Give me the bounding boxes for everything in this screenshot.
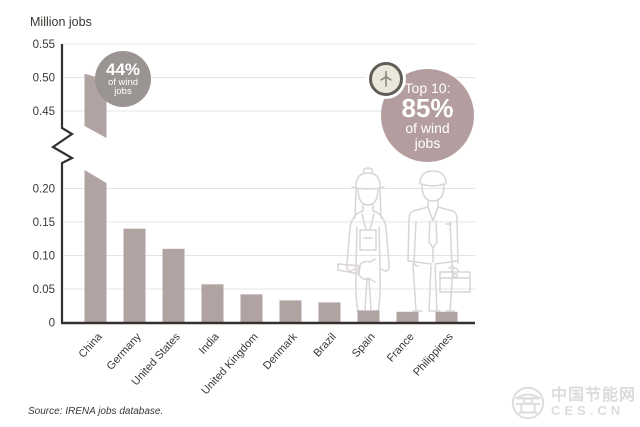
watermark-text: 中国节能网 CES.CN [551,388,636,418]
x-tick-label: Philippines [411,331,456,379]
top10-share-value: 85% [401,92,454,123]
bar-germany [123,228,146,323]
watermark: 中国节能网 CES.CN [509,384,636,422]
bars [84,73,458,323]
x-tick-label: France [385,331,417,364]
chart-axis-title: Million jobs [30,15,92,29]
bar-spain [357,310,380,323]
bar-france [396,311,419,323]
top10-share-badge: Top 10: 85% of wind jobs [381,69,474,162]
source-note: Source: IRENA jobs database. [28,406,164,417]
y-tick-label: 0.45 [33,106,55,118]
x-tick-label: Denmark [261,331,300,373]
female-worker-icon [337,167,390,312]
top10-share-caption-2: jobs [414,134,441,151]
y-tick-label: 0 [49,318,55,330]
china-share-caption-1: of wind [107,76,139,88]
bar-united-states [162,248,185,323]
bar-united-kingdom [240,294,263,323]
x-tick-label: China [77,330,106,360]
top10-share-intro: Top 10: [404,79,451,96]
x-tick-label: Germany [105,331,145,373]
businessman-icon [407,170,471,312]
y-tick-label: 0.50 [33,73,55,85]
y-tick-label: 0.20 [33,184,55,196]
wind-turbine-emblem-icon [369,62,403,96]
wind-turbine-glyph [380,70,392,87]
watermark-logo-icon [511,386,545,420]
watermark-domain: CES.CN [550,403,625,418]
y-axis [50,44,75,323]
china-share-caption-2: jobs [114,86,132,97]
y-tick-label: 0.55 [33,39,55,51]
bar-philippines [435,311,458,323]
y-tick-label: 0.05 [33,284,55,296]
y-tick-label: 0.15 [33,217,55,229]
bar-denmark [279,300,302,323]
bar-china-lower [84,170,107,323]
x-tick-label: India [197,330,222,356]
watermark-site-name: 中国节能网 [550,387,636,404]
y-tick-labels: 0.45 0.50 0.55 0 0.05 0.10 0.15 0.20 [33,39,55,330]
x-tick-label: Brazil [311,331,338,359]
y-tick-label: 0.10 [33,251,55,263]
bar-india [201,284,224,323]
x-tick-label: Spain [350,331,378,360]
top10-share-caption-1: of wind [405,119,450,136]
worker-figures [337,167,471,312]
china-share-badge: 44% of wind jobs [95,51,151,107]
bar-brazil [318,302,341,323]
china-share-value: 44% [105,59,141,79]
